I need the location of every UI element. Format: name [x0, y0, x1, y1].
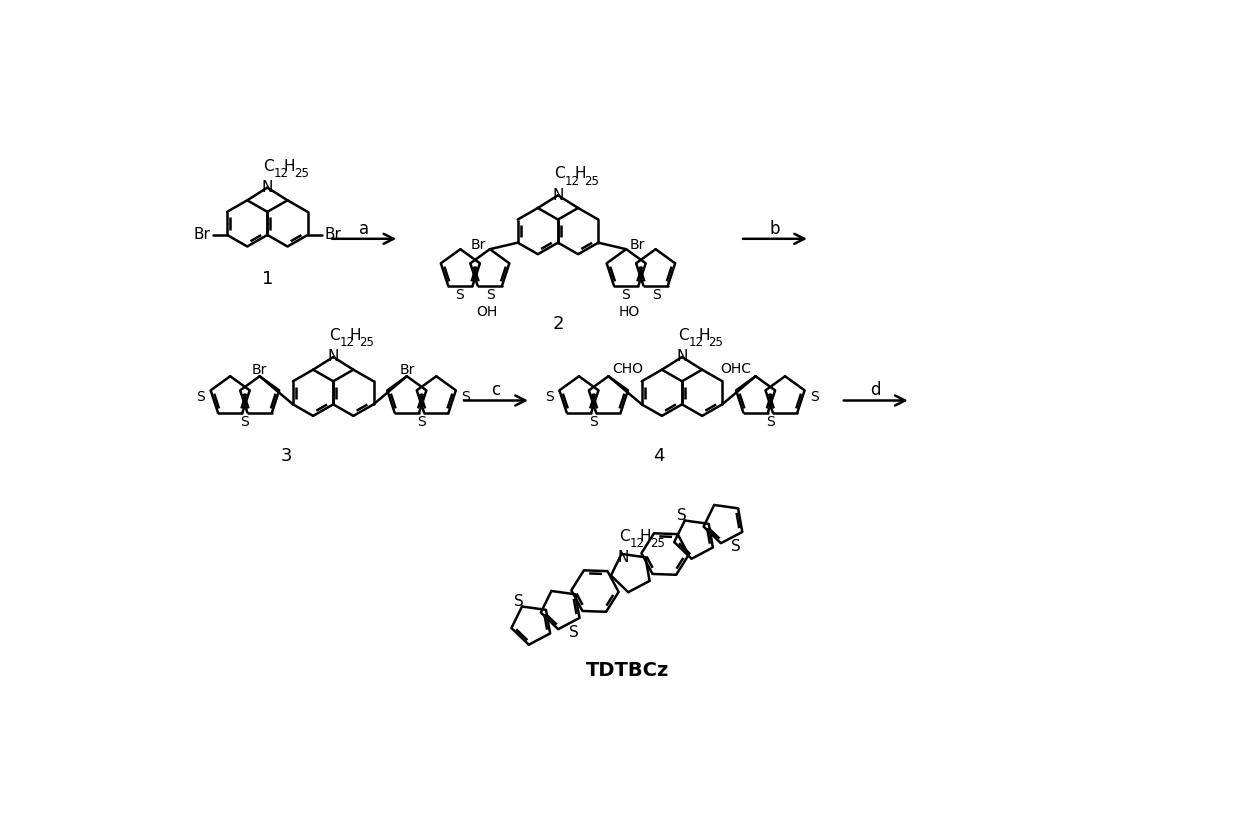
Text: 12: 12 [630, 537, 645, 550]
Text: Br: Br [399, 363, 414, 377]
Text: S: S [677, 508, 687, 523]
Text: Br: Br [470, 238, 486, 252]
Text: S: S [417, 416, 427, 429]
Text: 2: 2 [552, 315, 564, 332]
Text: S: S [621, 288, 630, 302]
Text: 25: 25 [294, 167, 309, 180]
Text: S: S [732, 539, 742, 554]
Text: CHO: CHO [613, 362, 644, 376]
Text: OHC: OHC [720, 362, 751, 376]
Text: 1: 1 [262, 270, 273, 288]
Text: C: C [678, 328, 688, 343]
Text: 25: 25 [708, 337, 723, 349]
Text: N: N [262, 180, 273, 195]
Text: H: H [640, 529, 651, 544]
Text: c: c [491, 382, 501, 399]
Text: HO: HO [619, 305, 640, 319]
Text: Br: Br [193, 227, 210, 242]
Text: H: H [698, 328, 709, 343]
Text: S: S [515, 594, 525, 609]
Text: Br: Br [325, 227, 341, 242]
Text: 25: 25 [650, 537, 665, 550]
Text: N: N [618, 550, 629, 565]
Text: 3: 3 [281, 447, 293, 465]
Text: 12: 12 [340, 337, 355, 349]
Text: 12: 12 [564, 175, 579, 188]
Text: Br: Br [252, 363, 268, 377]
Text: 25: 25 [360, 337, 374, 349]
Text: C: C [620, 529, 630, 544]
Text: S: S [589, 416, 598, 429]
Text: N: N [327, 350, 339, 365]
Text: Br: Br [630, 238, 646, 252]
Text: S: S [569, 625, 579, 640]
Text: TDTBCz: TDTBCz [587, 660, 670, 680]
Text: b: b [770, 220, 780, 238]
Text: H: H [574, 166, 585, 181]
Text: S: S [455, 288, 464, 302]
Text: 12: 12 [274, 167, 289, 180]
Text: C: C [263, 159, 274, 174]
Text: d: d [870, 382, 880, 399]
Text: S: S [652, 288, 661, 302]
Text: S: S [241, 416, 249, 429]
Text: N: N [676, 350, 688, 365]
Text: H: H [350, 328, 361, 343]
Text: S: S [486, 288, 495, 302]
Text: 25: 25 [584, 175, 599, 188]
Text: OH: OH [476, 305, 497, 319]
Text: C: C [330, 328, 340, 343]
Text: 4: 4 [653, 447, 665, 465]
Text: N: N [552, 188, 564, 203]
Text: S: S [810, 390, 818, 403]
Text: 12: 12 [688, 337, 703, 349]
Text: a: a [360, 220, 370, 238]
Text: S: S [196, 390, 205, 403]
Text: C: C [554, 166, 564, 181]
Text: S: S [766, 416, 775, 429]
Text: H: H [284, 159, 295, 174]
Text: S: S [461, 390, 470, 403]
Text: S: S [546, 390, 554, 403]
